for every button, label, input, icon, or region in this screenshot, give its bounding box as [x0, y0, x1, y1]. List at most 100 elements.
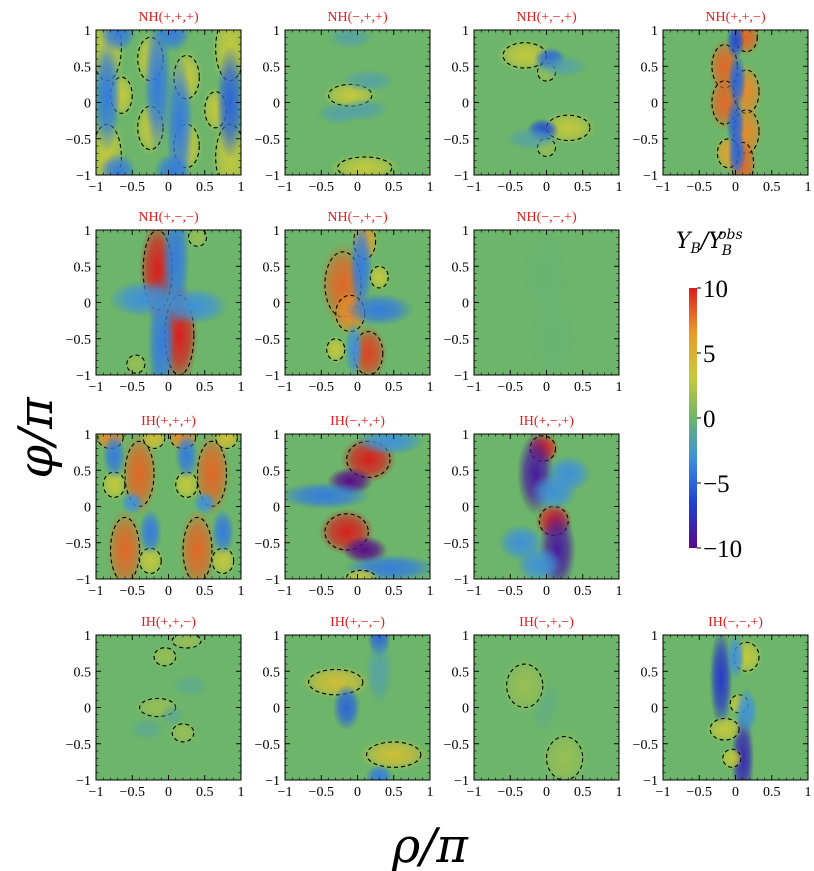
- x-tick-label: 1: [616, 380, 623, 395]
- x-tick-label: 0.5: [196, 380, 214, 395]
- y-tick-label: 1: [462, 224, 469, 239]
- x-tick-label: −0.5: [309, 785, 334, 800]
- contour-line: [153, 647, 177, 667]
- panel-title: IH(+,−,−): [330, 615, 385, 630]
- y-tick-label: 0.5: [74, 60, 92, 75]
- heat-blob: [367, 263, 391, 292]
- x-tick-label: −1: [89, 584, 104, 599]
- y-tick-label: −0.5: [66, 537, 91, 552]
- heat-blob: [160, 703, 184, 727]
- panel-11: IH(+,−,−) −1 −0.5 0 0.5 1 1 0.5 0 −0.5 −1: [255, 615, 434, 800]
- panel-title: NH(+,−,+): [516, 10, 577, 25]
- y-tick-label: 0.5: [452, 260, 470, 275]
- heat-blob: [340, 69, 397, 93]
- heat-blob: [349, 230, 373, 313]
- heat-blob: [96, 37, 121, 154]
- x-tick-label: −0.5: [120, 180, 145, 195]
- y-tick-label: 0.5: [452, 60, 470, 75]
- contour-line: [308, 668, 364, 696]
- x-tick-label: 0: [543, 584, 550, 599]
- x-tick-label: 0: [354, 180, 361, 195]
- x-tick-label: 0: [165, 380, 172, 395]
- contour-line: [173, 54, 200, 100]
- heat-blob: [216, 44, 241, 161]
- heat-blob: [545, 455, 592, 493]
- heat-blob: [365, 636, 394, 707]
- y-tick-label: 1: [462, 24, 469, 39]
- x-tick-label: 1: [238, 380, 245, 395]
- heat-blob: [720, 746, 744, 770]
- colorbar-tick-label: 0: [703, 406, 716, 433]
- panel-grid: NH(+,+,+)−1 −0.5 0 0.5 110.50−0.5−1NH(−,+,+)…: [66, 10, 812, 800]
- y-tick-label: 0.5: [263, 665, 281, 680]
- x-tick-label: −0.5: [498, 380, 523, 395]
- x-tick-label: 0: [165, 180, 172, 195]
- contour-line: [97, 434, 124, 450]
- y-tick-label: −0.5: [255, 537, 280, 552]
- heat-blob: [533, 54, 589, 78]
- x-tick-label: −1: [89, 380, 104, 395]
- y-tick-label: 0.5: [641, 665, 659, 680]
- contour-line: [169, 434, 197, 450]
- y-tick-label: 0.5: [74, 464, 92, 479]
- contour-line: [722, 748, 742, 768]
- x-tick-label: 1: [805, 180, 812, 195]
- x-tick-label: 0.5: [385, 180, 403, 195]
- heat-blob: [102, 434, 126, 479]
- y-tick-label: 0.5: [263, 60, 281, 75]
- heat-blob: [332, 684, 361, 731]
- heat-blob: [99, 30, 137, 53]
- x-tick-label: −1: [656, 785, 671, 800]
- y-tick-label: 0: [651, 702, 658, 717]
- panel-13: IH(−,−,+) −1 −0.5 0 0.5 1 1 0.5 0 −0.5 −1: [633, 615, 812, 800]
- y-tick-label: 0: [84, 297, 91, 312]
- heat-blob: [365, 764, 394, 780]
- y-tick-label: 0: [462, 97, 469, 112]
- y-tick-label: −1: [265, 573, 280, 588]
- colorbar-tick-label: 5: [703, 341, 716, 368]
- x-tick-label: −1: [278, 180, 293, 195]
- y-tick-label: −0.5: [255, 133, 280, 148]
- heat-blob: [140, 434, 168, 452]
- y-tick-label: 1: [84, 428, 91, 443]
- heat-blob: [100, 468, 129, 501]
- contour-line: [215, 434, 238, 450]
- y-tick-label: 0: [462, 702, 469, 717]
- y-tick-label: −1: [643, 169, 658, 184]
- y-tick-label: −1: [265, 169, 280, 184]
- y-tick-label: 0: [84, 501, 91, 516]
- y-tick-label: 0.5: [263, 260, 281, 275]
- x-tick-label: 0: [165, 785, 172, 800]
- heat-blob: [706, 715, 744, 744]
- heat-blob: [358, 738, 429, 771]
- x-tick-label: 1: [238, 180, 245, 195]
- y-tick-label: 0: [273, 501, 280, 516]
- y-tick-label: −1: [76, 369, 91, 384]
- x-tick-label: 1: [616, 180, 623, 195]
- heat-blob: [165, 54, 194, 175]
- contour-line: [182, 516, 213, 579]
- heat-blob: [193, 491, 217, 515]
- heat-blob: [128, 717, 166, 741]
- panel-6: NH(−,−,+) −1 −0.5 0 0.5 1 1 0.5 0 −0.5 −1: [444, 210, 623, 395]
- x-tick-label: −0.5: [687, 785, 712, 800]
- y-tick-label: 1: [273, 428, 280, 443]
- x-tick-label: −1: [656, 180, 671, 195]
- y-tick-label: −1: [265, 369, 280, 384]
- panel-title: NH(−,−,+): [516, 210, 577, 225]
- x-tick-label: −0.5: [498, 584, 523, 599]
- panel-title: IH(−,+,+): [330, 414, 385, 429]
- panel-4: NH(+,−,−) −1 −0.5 0 0.5 1 1 0.5 0 −0.5 −1: [66, 210, 245, 395]
- panel-7: IH(+,+,+) −1 −0.5 0 0.5 1 1 0.5 0 −0.5 −1: [66, 414, 245, 599]
- colorbar-tick-label: 10: [703, 276, 728, 303]
- heat-blob: [136, 544, 165, 578]
- x-tick-label: −1: [278, 785, 293, 800]
- panel-12: IH(−,+,−) −1 −0.5 0 0.5 1 1 0.5 0 −0.5 −1: [444, 615, 623, 800]
- contour-line: [733, 109, 760, 154]
- contour-line: [171, 635, 202, 649]
- heat-blob: [342, 568, 380, 579]
- heat-blob: [153, 30, 191, 53]
- x-tick-label: 0: [354, 785, 361, 800]
- y-tick-label: 1: [84, 629, 91, 644]
- x-tick-label: −0.5: [309, 180, 334, 195]
